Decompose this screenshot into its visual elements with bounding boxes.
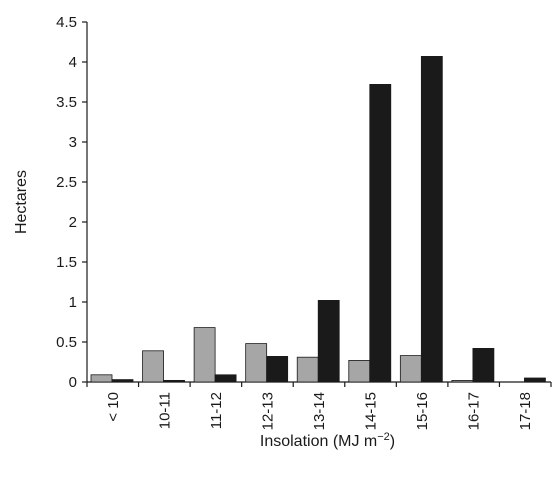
y-tick-label: 1.5 (56, 254, 77, 271)
x-tick-label: 16-17 (466, 392, 483, 430)
bar-series-1-16-17 (451, 379, 474, 383)
x-axis-title-superscript: −2 (377, 431, 390, 443)
y-tick-label: 1 (69, 294, 77, 311)
y-tick-label: 3.5 (56, 94, 77, 111)
bar-series-1-10-11 (142, 350, 164, 383)
x-axis-title-suffix: ) (390, 433, 395, 450)
x-tick-label: 13-14 (311, 392, 328, 430)
bar-series-2-14-15 (369, 84, 392, 383)
bar-series-1-14-15 (348, 359, 371, 383)
y-tick-label: 0 (69, 374, 77, 391)
x-tick-label: 14-15 (363, 392, 380, 430)
x-tick-label: 15-16 (414, 392, 431, 430)
x-tick-label: 11-12 (208, 392, 225, 429)
y-tick-label: 2 (69, 214, 77, 231)
bar-series-1-13-14 (296, 356, 319, 383)
bar-series-2-13-14 (317, 299, 340, 383)
bar-series-2-16-17 (472, 347, 495, 383)
y-tick-label: 4 (69, 54, 77, 71)
bar-series-2-10 (111, 379, 134, 383)
y-axis-title: Hectares (13, 170, 30, 234)
x-axis: < 10 10-11 11-12 12-13 13-14 14-15 15-16 16-17 1… (86, 381, 552, 430)
x-axis-title-main: Insolation (MJ m (260, 433, 377, 450)
bar-series-2-15-16 (420, 56, 443, 383)
y-axis: 0 0.5 1 1.5 2 2.5 3 3.5 4 4.5 (56, 14, 88, 391)
x-axis-title: Insolation (MJ m−2) (260, 431, 395, 450)
x-tick-label: < 10 (105, 392, 122, 422)
bar-series-1-10 (90, 374, 113, 383)
y-tick-label: 3 (69, 134, 77, 151)
x-tick-label: 17-18 (517, 392, 534, 430)
bar-series-1-15-16 (399, 355, 422, 383)
x-tick-label: 12-13 (259, 392, 276, 430)
bar-series-2-10-11 (163, 379, 185, 383)
y-tick-label: 0.5 (56, 334, 77, 351)
y-tick-label: 4.5 (56, 14, 77, 31)
bar-series-2-12-13 (266, 355, 289, 383)
bar-series-1-11-12 (193, 327, 216, 383)
x-tick-label: 10-11 (156, 392, 173, 429)
bar-series-1-12-13 (245, 343, 268, 383)
bar-series-2-11-12 (214, 374, 237, 383)
y-tick-label: 2.5 (56, 174, 77, 191)
bars (90, 56, 546, 383)
bar-series-2-17-18 (524, 377, 546, 383)
